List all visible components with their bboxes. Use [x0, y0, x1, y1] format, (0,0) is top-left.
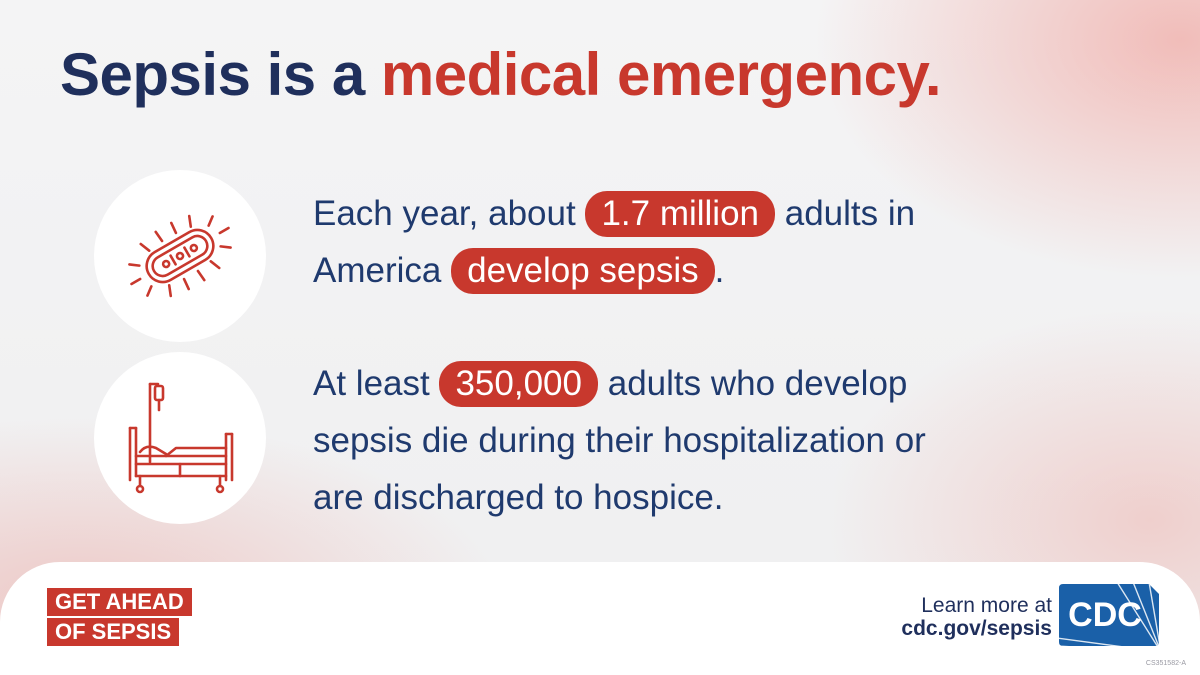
stat-2-line-2: sepsis die during their hospitalization … — [313, 421, 926, 460]
hospital-bed-icon — [128, 382, 234, 494]
stat-1-line-1-before: Each year, about — [313, 194, 576, 233]
stat-1-highlight-count: 1.7 million — [585, 191, 776, 237]
stat-1-line-1-after: adults in — [784, 194, 916, 233]
stat-2-line-1: At least 350,000 adults who develop — [313, 361, 908, 407]
stat-1-line-2-after: . — [714, 251, 725, 290]
stat-2-line-1-before: At least — [313, 364, 430, 403]
stat-2-line-1-after: adults who develop — [607, 364, 908, 403]
stat-2-line-3: are discharged to hospice. — [313, 478, 724, 517]
stat-2-highlight-count: 350,000 — [439, 361, 598, 407]
document-code: CS351582-A — [1145, 660, 1186, 667]
bacteria-icon — [128, 214, 232, 298]
footer-panel — [0, 562, 1200, 675]
page-title: Sepsis is a medical emergency. — [60, 40, 942, 109]
stat-1-text: Each year, about 1.7 million adults in A… — [313, 185, 915, 299]
stat-2-text: At least 350,000 adults who develop seps… — [313, 355, 926, 526]
cdc-logo: CDC — [1059, 584, 1159, 646]
headline-part-2: medical emergency. — [380, 41, 942, 108]
stat-1-line-1: Each year, about 1.7 million adults in — [313, 191, 916, 237]
headline-part-1: Sepsis is a — [60, 41, 365, 108]
stat-1-line-2: America develop sepsis. — [313, 248, 725, 294]
cdc-logo-text: CDC — [1068, 596, 1142, 634]
hospital-bed-icon-circle — [94, 352, 266, 524]
learn-more-text: Learn more at — [921, 594, 1052, 617]
stat-1-highlight-develop: develop sepsis — [451, 248, 715, 294]
bacteria-icon-circle — [94, 170, 266, 342]
campaign-line-2: OF SEPSIS — [47, 618, 180, 646]
learn-more-url[interactable]: cdc.gov/sepsis — [901, 617, 1052, 640]
campaign-line-1: GET AHEAD — [47, 588, 192, 616]
stat-1-line-2-before: America — [313, 251, 442, 290]
